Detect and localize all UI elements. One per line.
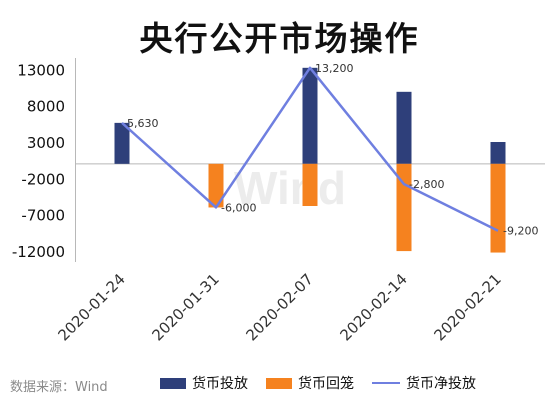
- x-tick-label: 2020-01-31: [148, 270, 222, 344]
- legend-swatch-withdrawal: [266, 377, 292, 389]
- legend-item-net: 货币净投放: [372, 373, 476, 393]
- y-tick-label: 13000: [17, 61, 65, 79]
- x-tick-label: 2020-01-24: [54, 270, 128, 344]
- legend-label-net: 货币净投放: [406, 376, 476, 392]
- y-tick-label: -12000: [12, 243, 65, 261]
- data-label: -6,000: [221, 201, 256, 214]
- bar-injection: [302, 67, 318, 164]
- y-tick-label: -2000: [21, 170, 65, 188]
- bar-injection: [114, 122, 130, 164]
- y-tick-label: 3000: [27, 134, 65, 152]
- y-tick-label: -7000: [21, 207, 65, 225]
- bar-withdrawal: [490, 163, 506, 253]
- data-source: 数据来源：Wind: [10, 380, 108, 395]
- legend-item-withdrawal: 货币回笼: [266, 373, 354, 393]
- net-line: [121, 66, 499, 232]
- legend-label-withdrawal: 货币回笼: [298, 376, 354, 392]
- bar-injection: [396, 91, 412, 164]
- watermark: Wind: [234, 162, 346, 214]
- data-label: -9,200: [503, 225, 538, 238]
- legend: 货币投放 货币回笼 货币净投放: [160, 373, 494, 393]
- legend-swatch-net: [372, 382, 400, 384]
- chart-title: 央行公开市场操作: [139, 19, 420, 58]
- bar-injection: [490, 142, 506, 164]
- legend-swatch-injection: [160, 377, 186, 389]
- data-label: -2,800: [409, 178, 444, 191]
- x-tick-label: 2020-02-14: [336, 270, 410, 344]
- bar-layer: [114, 67, 506, 253]
- x-tick-label: 2020-02-07: [242, 270, 316, 344]
- bar-withdrawal: [302, 163, 318, 206]
- line-layer: [121, 66, 499, 232]
- data-label: 13,200: [315, 62, 354, 75]
- y-tick-label: 8000: [27, 98, 65, 116]
- legend-label-injection: 货币投放: [192, 376, 248, 392]
- data-label: 5,630: [127, 117, 159, 130]
- label-layer: 5,630 -6,000 13,200 -2,800 -9,200: [127, 62, 538, 238]
- bar-withdrawal: [208, 163, 224, 208]
- x-tick-label: 2020-02-21: [430, 270, 504, 344]
- legend-item-injection: 货币投放: [160, 373, 248, 393]
